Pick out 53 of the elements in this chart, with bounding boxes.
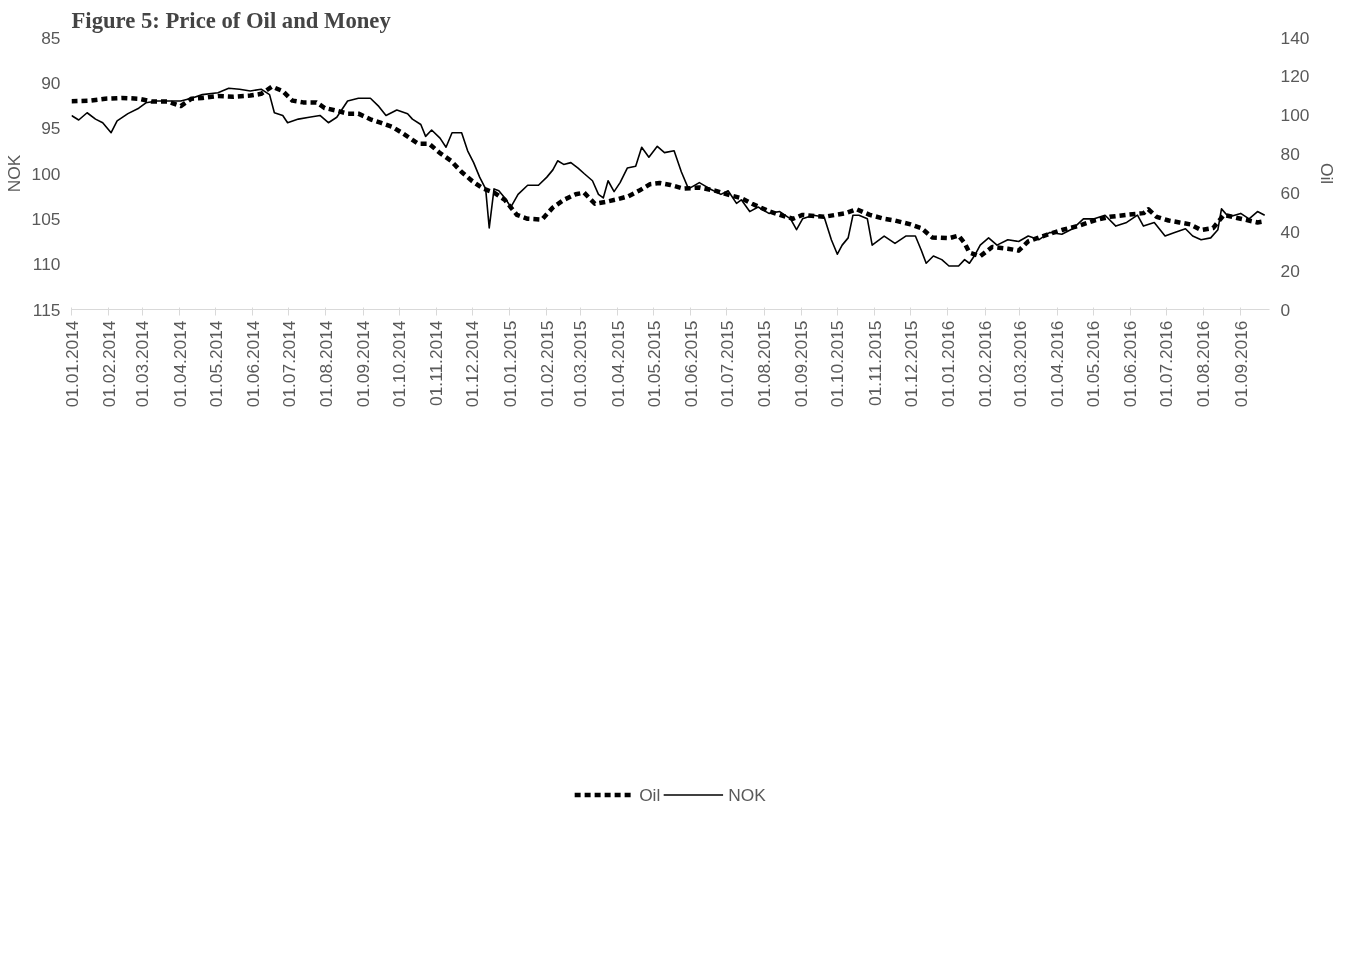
x-tick-label: 01.02.2014 bbox=[98, 320, 119, 408]
x-tick-label: 01.06.2014 bbox=[242, 320, 263, 408]
y2-tick-label: 0 bbox=[1280, 299, 1291, 320]
y-axis-title: NOK bbox=[3, 154, 24, 193]
y2-tick-label: 120 bbox=[1280, 66, 1310, 87]
x-tick-label: 01.05.2016 bbox=[1083, 320, 1104, 408]
x-tick-label: 01.09.2015 bbox=[791, 320, 812, 408]
x-tick-label: 01.12.2015 bbox=[900, 320, 921, 408]
x-tick-label: 01.04.2014 bbox=[169, 320, 190, 408]
y-tick-label: 90 bbox=[41, 72, 61, 93]
x-tick-label: 01.02.2015 bbox=[536, 320, 557, 408]
x-tick-label: 01.06.2015 bbox=[680, 320, 701, 408]
legend-label: NOK bbox=[728, 784, 766, 806]
y2-tick-label: 60 bbox=[1280, 182, 1300, 203]
legend-label: Oil bbox=[639, 784, 661, 806]
x-tick-label: 01.03.2014 bbox=[132, 320, 153, 408]
x-tick-label: 01.02.2016 bbox=[975, 320, 996, 408]
x-tick-label: 01.10.2014 bbox=[389, 320, 410, 408]
chart-title: Figure 5: Price of Oil and Money bbox=[71, 7, 392, 33]
x-tick-label: 01.11.2015 bbox=[864, 320, 885, 406]
x-tick-label: 01.03.2015 bbox=[570, 320, 591, 408]
y2-tick-label: 80 bbox=[1280, 144, 1300, 165]
y-tick-label: 105 bbox=[31, 208, 61, 229]
x-tick-label: 01.08.2015 bbox=[754, 320, 775, 408]
y-tick-label: 110 bbox=[32, 254, 61, 275]
x-tick-label: 01.09.2016 bbox=[1230, 320, 1251, 408]
x-tick-label: 01.05.2014 bbox=[205, 320, 226, 408]
x-tick-label: 01.04.2015 bbox=[607, 320, 628, 408]
x-tick-label: 01.06.2016 bbox=[1120, 320, 1141, 408]
y2-tick-label: 40 bbox=[1280, 221, 1300, 242]
x-tick-label: 01.09.2014 bbox=[353, 320, 374, 408]
x-tick-label: 01.05.2015 bbox=[643, 320, 664, 408]
y2-axis-title: Oil bbox=[1317, 162, 1338, 185]
x-tick-label: 01.08.2016 bbox=[1193, 320, 1214, 408]
x-tick-label: 01.07.2015 bbox=[716, 320, 737, 408]
y-tick-label: 100 bbox=[31, 163, 61, 184]
y2-tick-label: 140 bbox=[1280, 27, 1310, 48]
y-tick-label: 115 bbox=[32, 299, 61, 320]
y2-tick-label: 20 bbox=[1280, 260, 1300, 281]
y2-tick-label: 100 bbox=[1280, 105, 1310, 126]
x-tick-label: 01.10.2015 bbox=[827, 320, 848, 408]
x-tick-label: 01.08.2014 bbox=[315, 320, 336, 408]
y-tick-label: 95 bbox=[41, 118, 61, 139]
x-tick-label: 01.01.2015 bbox=[499, 320, 520, 408]
x-tick-label: 01.07.2016 bbox=[1156, 320, 1177, 408]
x-tick-label: 01.01.2016 bbox=[937, 320, 958, 408]
y-tick-label: 85 bbox=[41, 27, 61, 48]
x-tick-label: 01.11.2014 bbox=[426, 320, 447, 406]
x-tick-label: 01.07.2014 bbox=[278, 320, 299, 408]
x-tick-label: 01.03.2016 bbox=[1009, 320, 1030, 408]
x-tick-label: 01.04.2016 bbox=[1047, 320, 1068, 408]
x-tick-label: 01.01.2014 bbox=[61, 320, 82, 408]
x-tick-label: 01.12.2014 bbox=[462, 320, 483, 408]
